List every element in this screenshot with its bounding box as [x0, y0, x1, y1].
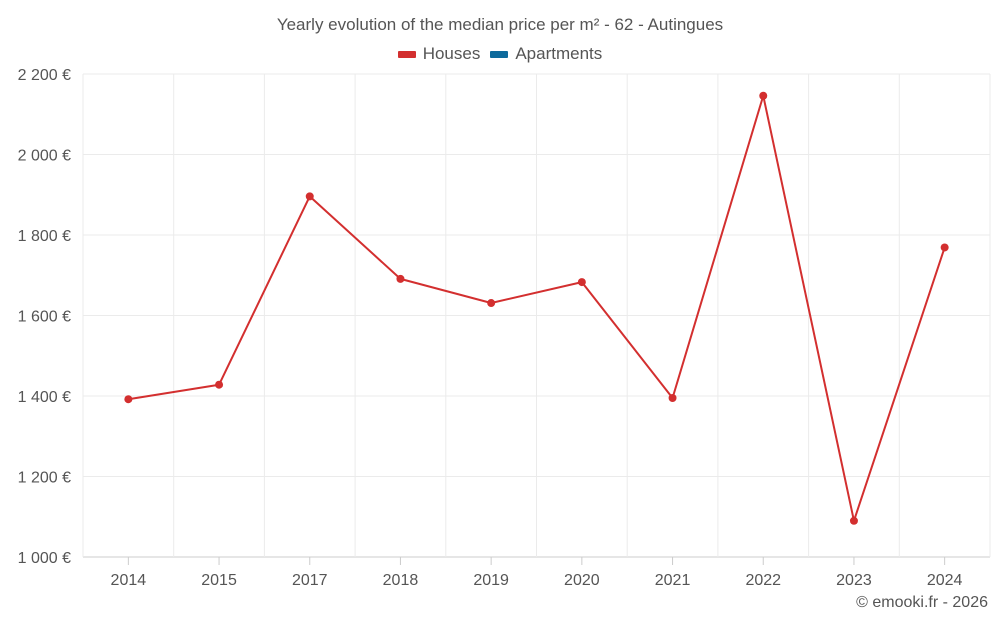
legend-swatch-houses: [397, 50, 416, 58]
data-point[interactable]: [577, 278, 586, 287]
data-point[interactable]: [215, 380, 224, 389]
x-tick-label: 2021: [655, 572, 691, 589]
legend-swatch-apartments: [490, 50, 509, 58]
legend-label-apartments: Apartments: [515, 44, 603, 63]
legend-item-apartments[interactable]: Apartments: [490, 44, 602, 64]
x-tick-label: 2019: [473, 572, 509, 589]
y-tick-label: 1 000 €: [18, 550, 71, 567]
y-tick-label: 1 600 €: [18, 309, 71, 326]
x-tick-label: 2017: [292, 572, 328, 589]
data-point[interactable]: [487, 299, 496, 308]
x-tick-label: 2023: [836, 572, 872, 589]
x-tick-label: 2022: [745, 572, 781, 589]
x-tick-label: 2015: [201, 572, 237, 589]
legend-label-houses: Houses: [422, 44, 481, 63]
data-point[interactable]: [124, 395, 133, 404]
y-tick-label: 2 000 €: [18, 148, 71, 165]
data-point[interactable]: [940, 243, 949, 252]
data-point[interactable]: [849, 516, 858, 525]
x-tick-label: 2018: [383, 572, 419, 589]
data-point[interactable]: [759, 91, 768, 100]
x-tick-label: 2020: [564, 572, 600, 589]
y-tick-label: 2 200 €: [18, 67, 71, 84]
y-tick-label: 1 400 €: [18, 389, 71, 406]
y-tick-label: 1 200 €: [18, 470, 71, 487]
x-tick-label: 2024: [927, 572, 963, 589]
chart-title: Yearly evolution of the median price per…: [276, 15, 724, 34]
legend-item-houses[interactable]: Houses: [397, 44, 481, 64]
credit-text: © emooki.fr - 2026: [856, 594, 988, 611]
y-tick-label: 1 800 €: [18, 228, 71, 245]
data-point[interactable]: [305, 192, 314, 201]
x-tick-label: 2014: [111, 572, 147, 589]
data-point[interactable]: [668, 394, 677, 403]
data-point[interactable]: [396, 274, 405, 283]
legend: Houses Apartments: [0, 44, 1000, 64]
series-line-houses: [128, 94, 946, 522]
